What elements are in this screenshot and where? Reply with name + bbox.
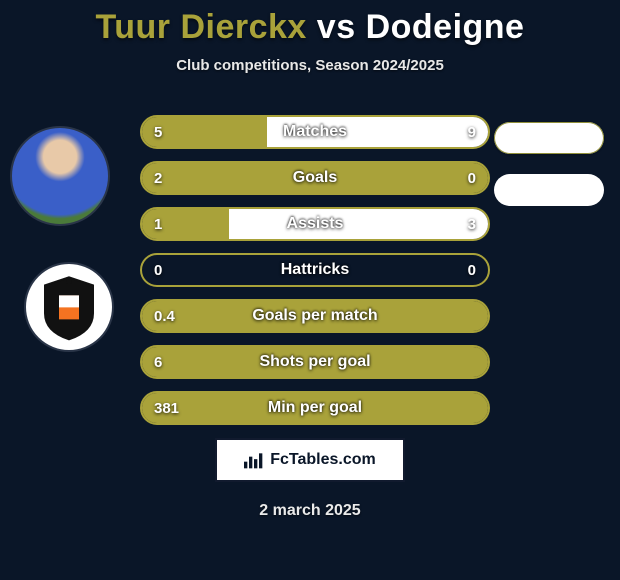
footer-date: 2 march 2025 <box>0 502 620 520</box>
player2-indicator-pill <box>494 174 604 206</box>
stat-label: Matches <box>142 117 488 147</box>
player1-name: Tuur Dierckx <box>96 8 307 46</box>
stat-row: 00Hattricks <box>140 253 490 287</box>
vs-separator: vs <box>317 8 356 46</box>
comparison-title: Tuur Dierckx vs Dodeigne <box>0 0 620 47</box>
stat-label: Hattricks <box>142 255 488 285</box>
player1-avatar <box>10 126 110 226</box>
stat-label: Assists <box>142 209 488 239</box>
player1-indicator-pill <box>494 122 604 154</box>
stat-label: Goals per match <box>142 301 488 331</box>
stats-container: 59Matches 20Goals 13Assists 00Hattricks 0.4G… <box>140 115 490 437</box>
stat-row: 381Min per goal <box>140 391 490 425</box>
shield-icon <box>41 275 97 341</box>
stat-row: 6Shots per goal <box>140 345 490 379</box>
stat-label: Goals <box>142 163 488 193</box>
stat-row: 59Matches <box>140 115 490 149</box>
stat-row: 20Goals <box>140 161 490 195</box>
player2-name: Dodeigne <box>366 8 525 46</box>
stat-row: 13Assists <box>140 207 490 241</box>
brand-label: FcTables.com <box>270 451 376 469</box>
bars-icon <box>244 451 264 469</box>
player2-club-badge <box>24 262 114 352</box>
stat-label: Shots per goal <box>142 347 488 377</box>
stat-label: Min per goal <box>142 393 488 423</box>
comparison-subtitle: Club competitions, Season 2024/2025 <box>0 57 620 74</box>
stat-row: 0.4Goals per match <box>140 299 490 333</box>
brand-watermark: FcTables.com <box>215 438 405 482</box>
